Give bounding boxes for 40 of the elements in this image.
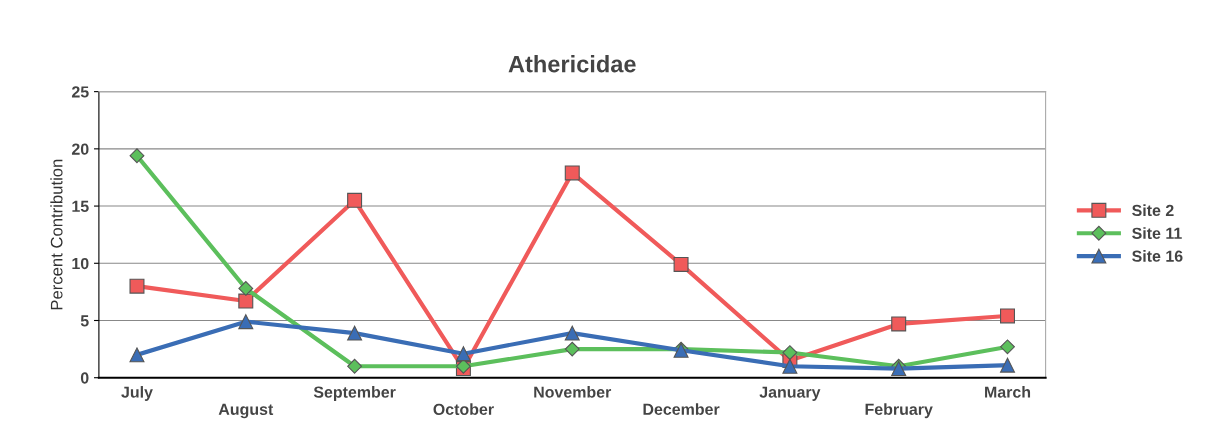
x-tick-label: November: [534, 386, 612, 398]
legend-label: Site 16: [1132, 250, 1183, 262]
chart-title: Athericidae: [508, 55, 636, 73]
point: [455, 346, 471, 362]
x-tick-label: December: [643, 403, 720, 415]
point: [238, 293, 254, 309]
legend-label: Site 11: [1132, 227, 1182, 239]
y-tick-label: 15: [72, 200, 89, 213]
point: [782, 358, 798, 374]
point: [564, 165, 580, 181]
point: [673, 256, 689, 272]
y-tick-label: 5: [80, 315, 89, 327]
x-tick-label: July: [121, 386, 153, 401]
point: [129, 347, 145, 363]
point: [564, 325, 580, 341]
point: [238, 314, 254, 330]
point: [1000, 357, 1016, 373]
point: [564, 341, 580, 357]
y-tick-label: 20: [71, 143, 89, 155]
point: [129, 278, 145, 294]
point: [129, 148, 145, 164]
x-tick-label: August: [218, 403, 274, 419]
x-tick-label: March: [985, 386, 1031, 398]
y-tick-label: 10: [72, 257, 89, 270]
y-tick-label: 0: [80, 372, 89, 384]
y-axis-title: Percent Contribution: [50, 159, 63, 310]
x-tick-label: October: [433, 403, 494, 415]
point: [891, 316, 907, 332]
legend-label: Site 2: [1132, 204, 1174, 217]
x-tick-label: September: [313, 386, 396, 401]
point: [238, 281, 254, 296]
x-tick-label: February: [865, 403, 933, 419]
x-tick-label: January: [759, 386, 821, 401]
point: [347, 358, 363, 374]
point: [347, 192, 363, 208]
point: [1000, 339, 1015, 355]
point: [1000, 308, 1016, 324]
point: [347, 325, 363, 341]
point: [782, 345, 798, 360]
y-tick-label: 25: [71, 86, 89, 98]
